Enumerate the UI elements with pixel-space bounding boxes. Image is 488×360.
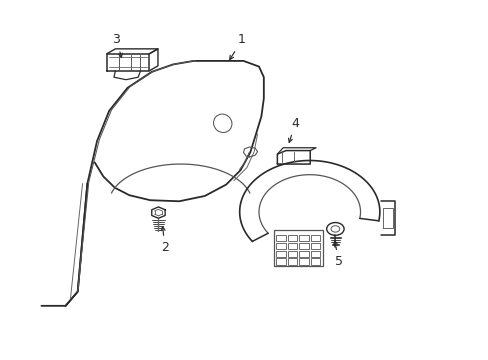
Bar (275, 235, 285, 241)
Bar (310, 251, 320, 257)
Text: 1: 1 (229, 33, 245, 59)
Text: 3: 3 (112, 33, 122, 57)
Bar (275, 243, 285, 249)
Text: 2: 2 (161, 226, 168, 254)
Bar (299, 235, 308, 241)
Bar (310, 258, 320, 265)
Bar (275, 258, 285, 265)
Bar (299, 243, 308, 249)
Bar (275, 251, 285, 257)
Bar (310, 243, 320, 249)
Bar (287, 235, 297, 241)
Bar (287, 243, 297, 249)
Bar (287, 251, 297, 257)
Bar (287, 258, 297, 265)
Bar (310, 235, 320, 241)
Bar (299, 258, 308, 265)
Text: 4: 4 (288, 117, 299, 143)
Text: 5: 5 (333, 241, 342, 268)
Bar (299, 251, 308, 257)
